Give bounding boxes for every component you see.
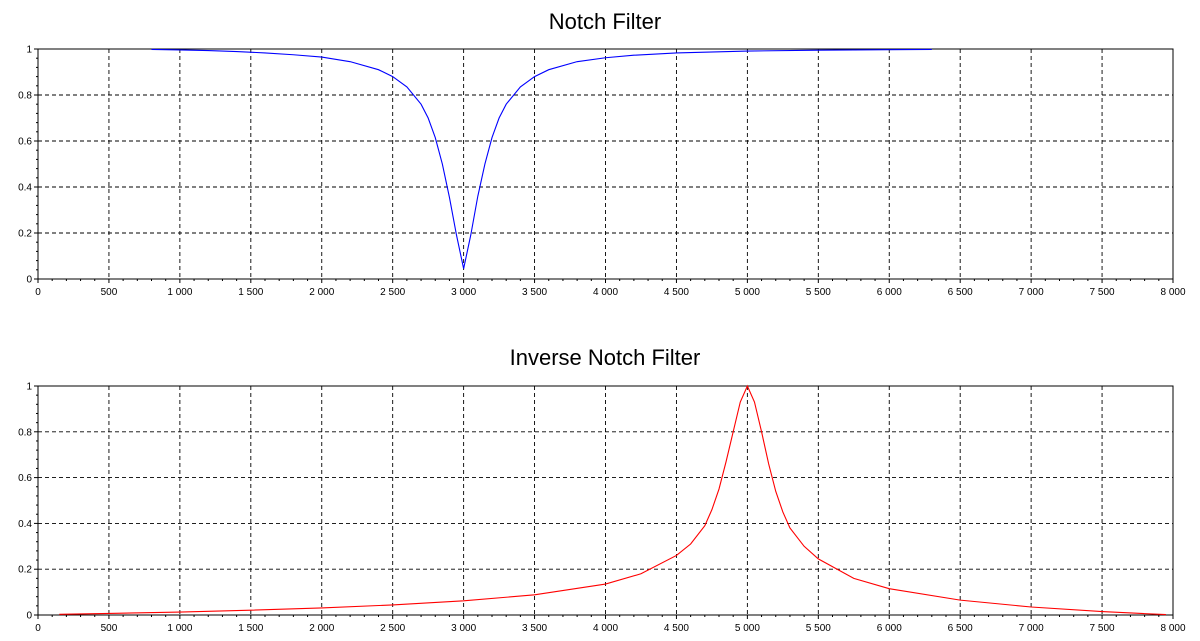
plot-frame xyxy=(37,48,1174,280)
x-tick-label: 1 000 xyxy=(167,287,192,298)
series-line xyxy=(59,384,1166,616)
x-tick-label: 5 500 xyxy=(806,623,831,634)
x-tick-label: 6 500 xyxy=(948,287,973,298)
x-tick-label: 0 xyxy=(35,287,41,298)
y-tick-label: 1 xyxy=(26,382,32,393)
y-tick-label: 0 xyxy=(26,275,32,286)
x-tick-label: 5 000 xyxy=(735,287,760,298)
x-tick-label: 500 xyxy=(101,623,118,634)
plot-frame xyxy=(37,385,1174,616)
x-tick-label: 8 000 xyxy=(1160,623,1185,634)
x-tick-label: 5 500 xyxy=(806,287,831,298)
x-tick-label: 6 000 xyxy=(877,287,902,298)
x-tick-label: 2 000 xyxy=(309,623,334,634)
x-tick-label: 0 xyxy=(35,623,41,634)
y-tick-label: 0.4 xyxy=(18,519,32,530)
y-tick-label: 1 xyxy=(26,45,32,56)
x-tick-label: 3 000 xyxy=(451,287,476,298)
x-tick-label: 2 000 xyxy=(309,287,334,298)
y-tick-label: 0.8 xyxy=(18,427,32,438)
x-tick-label: 6 500 xyxy=(948,623,973,634)
y-tick-label: 0.2 xyxy=(18,565,32,576)
y-tick-label: 0 xyxy=(26,611,32,622)
x-tick-label: 3 500 xyxy=(522,623,547,634)
y-tick-label: 0.2 xyxy=(18,229,32,240)
y-tick-label: 0.4 xyxy=(18,183,32,194)
y-tick-label: 0.8 xyxy=(18,91,32,102)
notch-filter-chart: Notch Filter 0 500 1 000 1 500 2 000 2 500 3 0… xyxy=(18,9,1186,298)
chart-title: Notch Filter xyxy=(549,9,661,34)
x-tick-label: 3 500 xyxy=(522,287,547,298)
x-tick-label: 2 500 xyxy=(380,287,405,298)
inverse-notch-filter-chart: Inverse Notch Filter 0 500 1 000 1 500 2 000… xyxy=(18,345,1186,634)
x-tick-label: 7 500 xyxy=(1090,287,1115,298)
x-tick-label: 8 000 xyxy=(1160,287,1185,298)
series-line xyxy=(151,48,932,269)
chart-title: Inverse Notch Filter xyxy=(510,345,701,370)
x-tick-label: 3 000 xyxy=(451,623,476,634)
x-tick-label: 4 000 xyxy=(593,623,618,634)
y-tick-label: 0.6 xyxy=(18,473,32,484)
x-tick-label: 5 000 xyxy=(735,623,760,634)
x-tick-label: 6 000 xyxy=(877,623,902,634)
x-tick-label: 1 000 xyxy=(167,623,192,634)
y-tick-label: 0.6 xyxy=(18,137,32,148)
x-tick-label: 1 500 xyxy=(238,623,263,634)
x-tick-label: 7 500 xyxy=(1090,623,1115,634)
x-tick-label: 2 500 xyxy=(380,623,405,634)
x-tick-label: 500 xyxy=(101,287,118,298)
x-tick-label: 7 000 xyxy=(1019,287,1044,298)
x-tick-label: 4 500 xyxy=(664,287,689,298)
x-tick-label: 7 000 xyxy=(1019,623,1044,634)
x-tick-label: 4 000 xyxy=(593,287,618,298)
x-tick-label: 1 500 xyxy=(238,287,263,298)
x-tick-label: 4 500 xyxy=(664,623,689,634)
